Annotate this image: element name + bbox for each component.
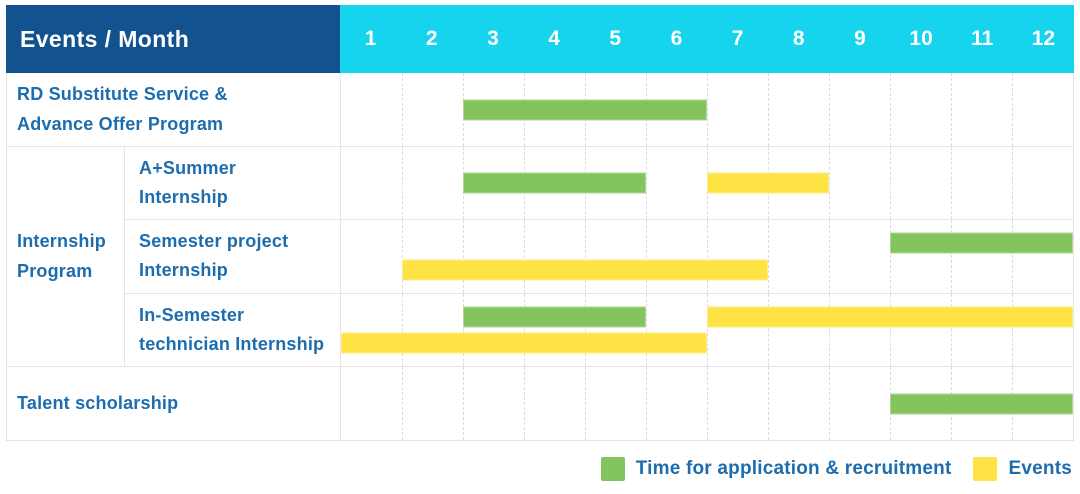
- month-gridline: [402, 367, 403, 440]
- gantt-bar-yellow: [341, 332, 707, 354]
- month-label: 6: [670, 27, 683, 50]
- legend-item-yellow: Events: [973, 457, 1072, 481]
- group-label-internship-program: Internship Program: [7, 147, 125, 366]
- month-gridline: [402, 147, 403, 220]
- month-gridline: [768, 293, 769, 366]
- gantt-track-in-semester-technician-internship: [341, 293, 1073, 366]
- gantt-track-a-summer-internship: [341, 147, 1073, 220]
- month-label: 3: [487, 27, 499, 50]
- month-gridline: [402, 73, 403, 146]
- month-label: 9: [854, 27, 866, 50]
- month-gridline: [768, 367, 769, 440]
- table-row: In-Semester technician Internship: [125, 292, 1073, 366]
- month-gridline: [585, 220, 586, 293]
- gantt-track-rd-substitute: [341, 73, 1073, 146]
- month-gridline: [646, 367, 647, 440]
- month-label: 2: [425, 27, 438, 50]
- gantt-bar-yellow: [707, 306, 1073, 328]
- month-label: 8: [792, 27, 805, 50]
- table-header-row: Events / Month 1 2 3 4 5 6 7 8 9 10 11 12: [6, 5, 1074, 73]
- gantt-bar-green: [463, 172, 646, 194]
- gantt-bar-yellow: [402, 259, 768, 280]
- month-label: 1: [364, 27, 377, 50]
- month-gridline: [707, 367, 708, 440]
- row-label-a-summer-internship: A+Summer Internship: [125, 147, 341, 220]
- gantt-bar-green: [890, 393, 1073, 414]
- gantt-bar-green: [463, 306, 646, 328]
- events-month-table: Events / Month 1 2 3 4 5 6 7 8 9 10 11 12 RD Substi…: [6, 5, 1074, 441]
- month-gridline: [951, 293, 952, 366]
- gantt-bar-green: [463, 99, 707, 120]
- month-gridline: [890, 73, 891, 146]
- month-gridline: [951, 220, 952, 293]
- gantt-track-talent-scholarship: [341, 367, 1073, 440]
- table-body: RD Substitute Service & Advance Offer Pr…: [6, 73, 1074, 441]
- month-gridline: [1012, 147, 1013, 220]
- month-gridline: [829, 220, 830, 293]
- month-gridline: [1012, 293, 1013, 366]
- month-label: 5: [609, 27, 622, 50]
- legend-label: Events: [1008, 458, 1072, 479]
- gantt-track-semester-project-internship: [341, 220, 1073, 293]
- month-label: 7: [731, 27, 744, 50]
- month-gridline: [463, 220, 464, 293]
- table-row: Talent scholarship: [7, 366, 1073, 440]
- legend-swatch-yellow: [973, 457, 998, 481]
- row-label-semester-project-internship: Semester project Internship: [125, 220, 341, 293]
- legend: Time for application & recruitment Events: [0, 449, 1072, 489]
- month-gridline: [829, 73, 830, 146]
- legend-item-green: Time for application & recruitment: [600, 457, 952, 481]
- month-gridline: [829, 367, 830, 440]
- row-label-rd-substitute: RD Substitute Service & Advance Offer Pr…: [7, 73, 341, 146]
- row-label-in-semester-technician-internship: In-Semester technician Internship: [125, 293, 341, 366]
- month-gridline: [463, 367, 464, 440]
- group-sub-rows: A+Summer Internship Semester project Int…: [125, 147, 1073, 366]
- events-month-header-cell: Events / Month: [6, 5, 340, 73]
- gantt-bar-yellow: [707, 172, 829, 194]
- month-gridline: [524, 293, 525, 366]
- month-gridline: [585, 367, 586, 440]
- month-gridline: [829, 293, 830, 366]
- month-gridline: [707, 220, 708, 293]
- month-header-row: 1 2 3 4 5 6 7 8 9 10 11 12: [340, 5, 1074, 73]
- month-gridline: [402, 220, 403, 293]
- month-gridline: [1012, 220, 1013, 293]
- month-gridline: [707, 73, 708, 146]
- month-gridline: [890, 147, 891, 220]
- month-gridline: [1012, 73, 1013, 146]
- month-gridline: [707, 293, 708, 366]
- month-gridline: [646, 293, 647, 366]
- month-gridline: [829, 147, 830, 220]
- month-gridline: [463, 293, 464, 366]
- table-row-group: Internship Program A+Summer Internship S…: [7, 146, 1073, 366]
- table-row: RD Substitute Service & Advance Offer Pr…: [7, 73, 1073, 146]
- month-gridline: [890, 220, 891, 293]
- month-gridline: [585, 293, 586, 366]
- table-row: Semester project Internship: [125, 219, 1073, 293]
- table-row: A+Summer Internship: [125, 147, 1073, 220]
- legend-swatch-green: [600, 457, 625, 481]
- month-label: 10: [909, 27, 933, 50]
- month-gridline: [768, 220, 769, 293]
- month-gridline: [524, 367, 525, 440]
- month-gridline: [402, 293, 403, 366]
- month-gridline: [646, 220, 647, 293]
- month-gridline: [951, 73, 952, 146]
- month-label: 11: [971, 27, 994, 50]
- month-label: 12: [1031, 27, 1056, 50]
- month-gridline: [646, 147, 647, 220]
- month-gridline: [951, 147, 952, 220]
- month-gridline: [890, 293, 891, 366]
- row-label-talent-scholarship: Talent scholarship: [7, 367, 341, 440]
- legend-label: Time for application & recruitment: [635, 458, 952, 479]
- month-gridline: [524, 220, 525, 293]
- gantt-bar-green: [890, 232, 1073, 254]
- month-label: 4: [548, 27, 560, 50]
- month-gridline: [768, 73, 769, 146]
